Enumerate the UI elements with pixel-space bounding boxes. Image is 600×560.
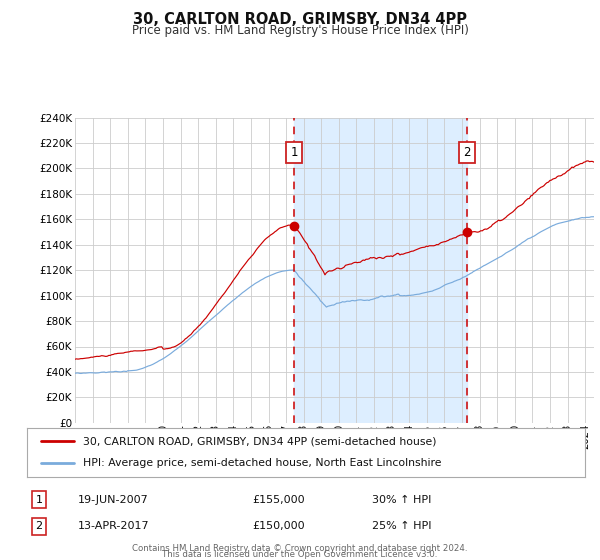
Text: 19-JUN-2007: 19-JUN-2007 — [78, 494, 149, 505]
Text: 13-APR-2017: 13-APR-2017 — [78, 521, 149, 531]
Text: Price paid vs. HM Land Registry's House Price Index (HPI): Price paid vs. HM Land Registry's House … — [131, 24, 469, 36]
Text: £155,000: £155,000 — [252, 494, 305, 505]
Text: 30% ↑ HPI: 30% ↑ HPI — [372, 494, 431, 505]
Text: 30, CARLTON ROAD, GRIMSBY, DN34 4PP (semi-detached house): 30, CARLTON ROAD, GRIMSBY, DN34 4PP (sem… — [83, 436, 436, 446]
Text: 1: 1 — [35, 494, 43, 505]
Bar — [294, 118, 467, 423]
Text: This data is licensed under the Open Government Licence v3.0.: This data is licensed under the Open Gov… — [163, 550, 437, 559]
Text: 30, CARLTON ROAD, GRIMSBY, DN34 4PP: 30, CARLTON ROAD, GRIMSBY, DN34 4PP — [133, 12, 467, 27]
Text: £150,000: £150,000 — [252, 521, 305, 531]
Text: Contains HM Land Registry data © Crown copyright and database right 2024.: Contains HM Land Registry data © Crown c… — [132, 544, 468, 553]
Text: 2: 2 — [35, 521, 43, 531]
Text: 25% ↑ HPI: 25% ↑ HPI — [372, 521, 431, 531]
Text: HPI: Average price, semi-detached house, North East Lincolnshire: HPI: Average price, semi-detached house,… — [83, 458, 442, 468]
Text: 2: 2 — [463, 146, 471, 159]
Text: 1: 1 — [290, 146, 298, 159]
